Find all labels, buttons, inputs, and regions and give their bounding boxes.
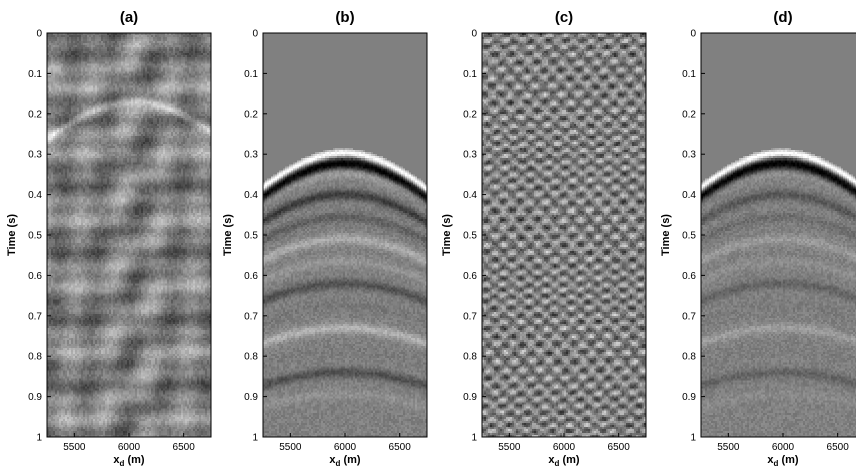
y-tick-label: 0.6 (28, 271, 42, 282)
y-tick-label: 0.2 (28, 109, 42, 120)
y-tick-label: 0.3 (682, 150, 696, 161)
x-tick-label: 5500 (717, 442, 740, 453)
y-tick-label: 0.2 (682, 109, 696, 120)
y-tick-label: 0.5 (682, 231, 696, 242)
x-tick-label: 5500 (498, 442, 521, 453)
x-tick-label: 6500 (389, 442, 412, 453)
x-axis-label: xd (m) (113, 454, 145, 466)
y-tick-label: 0.2 (463, 109, 477, 120)
y-tick-label: 0 (690, 29, 696, 40)
x-tick-label: 6000 (553, 442, 576, 453)
x-tick-label: 5500 (63, 442, 86, 453)
y-tick-label: 1 (36, 433, 42, 444)
y-tick-label: 0.5 (463, 231, 477, 242)
y-tick-label: 0.2 (244, 109, 258, 120)
y-tick-label: 0.7 (28, 311, 42, 322)
y-tick-label: 0.8 (682, 352, 696, 363)
x-tick-label: 6000 (772, 442, 795, 453)
panel-title: (b) (335, 9, 354, 26)
y-tick-label: 0.5 (244, 231, 258, 242)
x-axis-label: xd (m) (548, 454, 580, 466)
y-tick-label: 0.4 (244, 190, 258, 201)
x-tick-label: 6000 (334, 442, 357, 453)
y-tick-label: 0.8 (244, 352, 258, 363)
y-tick-label: 0.5 (28, 231, 42, 242)
y-tick-label: 0.4 (682, 190, 696, 201)
y-tick-label: 0.7 (682, 311, 696, 322)
panel-d: (d) 0 0.1 0.2 0.3 0.4 0.5 0.6 0.7 0.8 0.9 1 5500 6000… (660, 9, 856, 466)
y-tick-label: 0.6 (244, 271, 258, 282)
x-tick-label: 6500 (173, 442, 196, 453)
y-tick-label: 1 (252, 433, 258, 444)
panel-title: (d) (773, 9, 792, 26)
y-axis-label: Time (s) (6, 214, 18, 256)
y-tick-label: 0 (252, 29, 258, 40)
y-tick-label: 0 (36, 29, 42, 40)
panel-title: (a) (120, 9, 138, 26)
panel-title: (c) (555, 9, 573, 26)
y-tick-label: 0.4 (28, 190, 42, 201)
y-tick-label: 0.8 (463, 352, 477, 363)
y-tick-label: 0.1 (463, 69, 477, 80)
y-tick-label: 0.1 (682, 69, 696, 80)
y-tick-label: 0.7 (463, 311, 477, 322)
x-axis-label: xd (m) (767, 454, 799, 466)
seismic-image (701, 33, 856, 437)
panel-a: (a) 0 0.1 0.2 0.3 0.4 0.5 0.6 0.7 0.8 0.9 1 5500 6000… (6, 9, 212, 466)
x-axis-label: xd (m) (329, 454, 361, 466)
y-tick-label: 0.1 (244, 69, 258, 80)
x-tick-label: 5500 (279, 442, 302, 453)
y-tick-label: 0.1 (28, 69, 42, 80)
y-axis-label: Time (s) (441, 214, 453, 256)
seismic-image (263, 33, 427, 437)
y-tick-label: 0.4 (463, 190, 477, 201)
y-axis-label: Time (s) (222, 214, 234, 256)
y-tick-label: 0.9 (244, 392, 258, 403)
y-axis-label: Time (s) (660, 214, 672, 256)
y-tick-label: 0.9 (28, 392, 42, 403)
y-tick-label: 0.7 (244, 311, 258, 322)
y-tick-label: 1 (690, 433, 696, 444)
seismic-image (47, 33, 211, 437)
y-tick-label: 0.8 (28, 352, 42, 363)
panel-b: (b) 0 0.1 0.2 0.3 0.4 0.5 0.6 0.7 0.8 0.9 1 5500 6000… (222, 9, 428, 466)
panel-c: (c) 0 0.1 0.2 0.3 0.4 0.5 0.6 0.7 0.8 0.9 1 5500 6000… (441, 9, 647, 466)
y-tick-label: 0.6 (463, 271, 477, 282)
y-tick-label: 0.9 (682, 392, 696, 403)
y-tick-label: 0.9 (463, 392, 477, 403)
y-tick-label: 0 (471, 29, 477, 40)
y-tick-label: 0.3 (28, 150, 42, 161)
x-tick-label: 6500 (608, 442, 631, 453)
y-tick-label: 0.3 (244, 150, 258, 161)
x-tick-label: 6000 (118, 442, 141, 453)
y-tick-label: 0.6 (682, 271, 696, 282)
seismic-image (482, 33, 646, 437)
y-tick-label: 1 (471, 433, 477, 444)
y-tick-label: 0.3 (463, 150, 477, 161)
x-tick-label: 6500 (827, 442, 850, 453)
